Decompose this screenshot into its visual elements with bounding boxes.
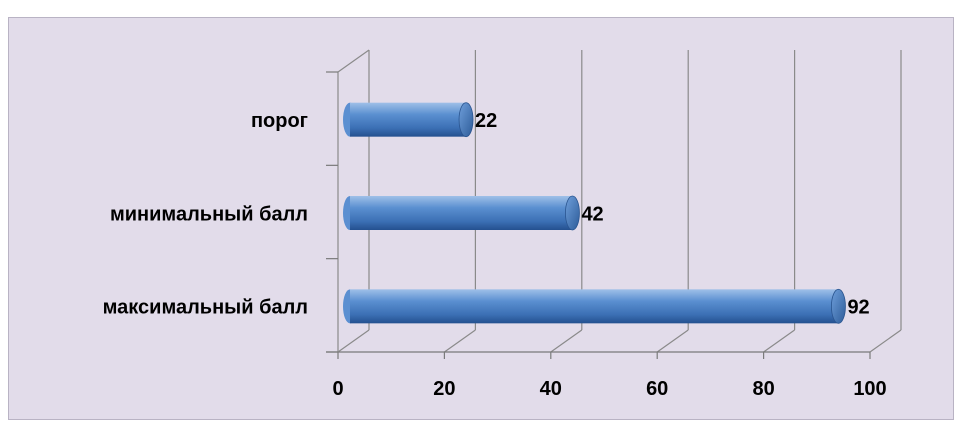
floor-line-100 — [869, 329, 902, 353]
bar-1 — [343, 195, 580, 231]
x-tick-label-0: 0 — [332, 378, 343, 400]
floor-line-80 — [763, 329, 795, 353]
category-labels: порог минимальный балл максимальный балл — [103, 110, 308, 319]
floor-line-20 — [444, 329, 476, 353]
category-label-2: максимальный балл — [103, 297, 308, 319]
bar-body-0 — [350, 102, 467, 137]
data-label-1: 42 — [581, 203, 603, 225]
floor-line-60 — [656, 329, 689, 353]
data-labels: 22 42 92 — [475, 110, 870, 319]
data-label-2: 92 — [847, 297, 869, 319]
floor-line-0 — [337, 329, 370, 353]
bar-end-cap-0 — [458, 102, 474, 138]
chart-back-wall — [337, 50, 902, 353]
bar-end-cap-2 — [831, 288, 846, 324]
bar-end-cap-1 — [565, 195, 580, 231]
x-tick-label-60: 60 — [646, 378, 668, 400]
bars — [343, 102, 846, 324]
x-tick-label-100: 100 — [853, 378, 886, 400]
bar-2 — [343, 288, 846, 324]
y-axis-top-edge — [337, 49, 370, 73]
x-tick-label-40: 40 — [540, 378, 562, 400]
x-tick-label-80: 80 — [752, 378, 774, 400]
bar-body-1 — [350, 196, 573, 230]
floor-line-40 — [550, 329, 583, 353]
category-label-1: минимальный балл — [110, 203, 308, 225]
data-label-0: 22 — [475, 110, 497, 132]
y-axis — [326, 49, 370, 353]
bar-body-2 — [350, 289, 839, 324]
category-label-0: порог — [251, 110, 308, 132]
x-axis — [326, 351, 871, 359]
x-tick-labels: 0 20 40 60 80 100 — [332, 378, 886, 400]
bar-0 — [343, 102, 474, 138]
x-tick-label-20: 20 — [433, 378, 455, 400]
